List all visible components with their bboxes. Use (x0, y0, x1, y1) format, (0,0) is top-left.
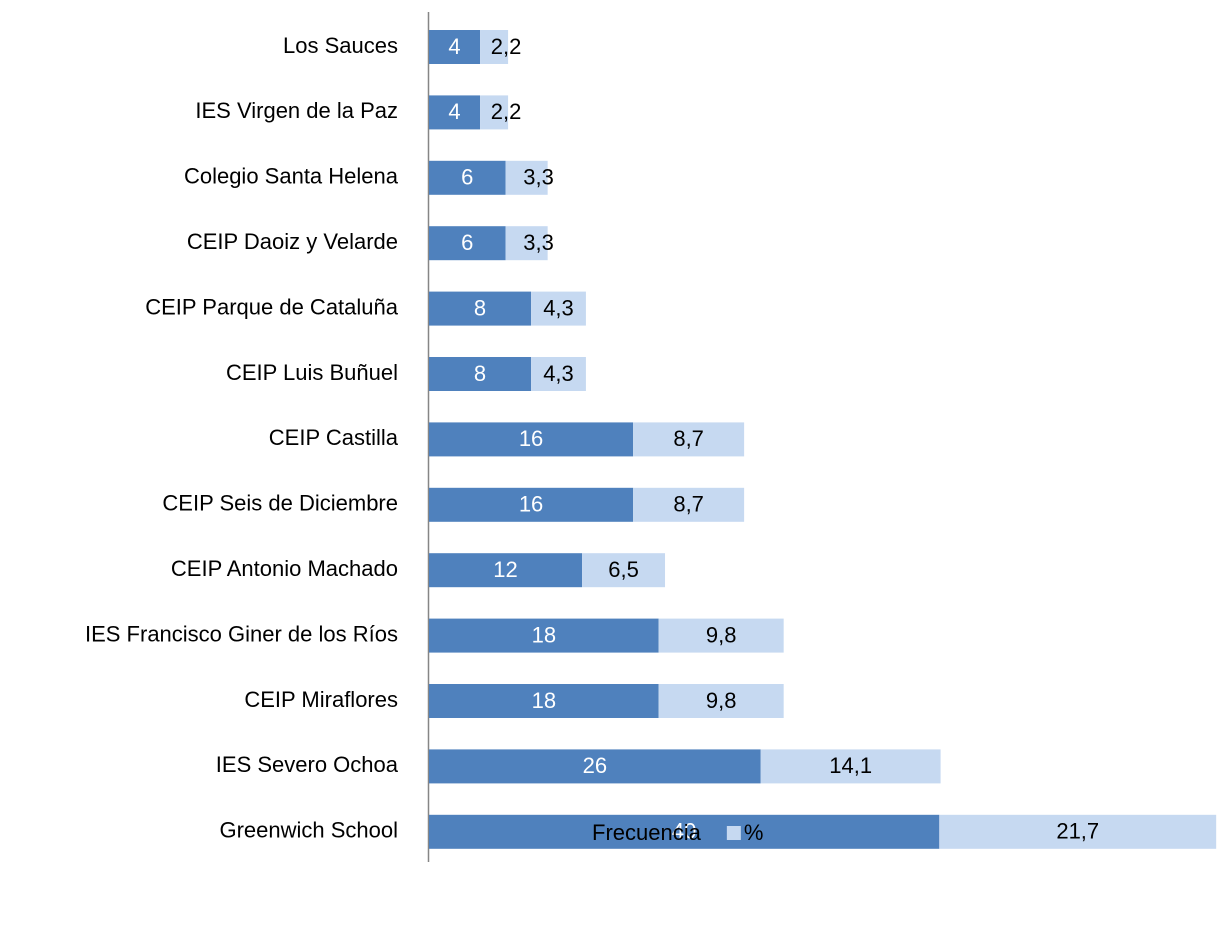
bar-segment (429, 422, 634, 457)
bar-segment (658, 684, 784, 718)
bar-segment (429, 487, 634, 522)
bar-segment (429, 95, 481, 130)
bar-segment (429, 291, 532, 326)
y-tick-label: CEIP Seis de Diciembre (162, 491, 398, 516)
data-label: 9,8 (706, 688, 737, 713)
y-tick-label: IES Virgen de la Paz (195, 98, 398, 123)
bar-segment (480, 95, 509, 130)
bar-segment (429, 684, 659, 718)
data-label: 8,7 (673, 492, 704, 517)
data-label: 3,3 (523, 165, 554, 190)
y-tick-label: IES Severo Ochoa (216, 752, 399, 777)
bar-segment (429, 618, 659, 653)
bar-segment (480, 30, 509, 64)
data-label: 16 (519, 426, 543, 451)
data-label: 14,1 (829, 753, 872, 778)
data-label: 21,7 (1056, 819, 1099, 844)
bar-segment (429, 814, 940, 849)
data-label: 18 (532, 688, 556, 713)
data-label: 4,3 (543, 295, 574, 320)
bar-segment (429, 749, 761, 784)
data-label: 18 (532, 622, 556, 647)
y-tick-label: IES Francisco Giner de los Ríos (85, 621, 398, 646)
data-label: 3,3 (523, 230, 554, 255)
bar-segment (429, 357, 532, 391)
bar-segment (531, 357, 586, 391)
legend-label: Frecuencia (592, 820, 702, 845)
y-tick-label: Greenwich School (219, 818, 398, 843)
legend-swatch (726, 826, 741, 840)
bar-segment (760, 749, 941, 784)
data-label: 4,3 (543, 361, 574, 386)
data-label: 8 (474, 361, 486, 386)
legend-swatch (575, 826, 589, 840)
data-label: 12 (493, 557, 517, 582)
y-tick-label: CEIP Daoiz y Velarde (187, 229, 398, 254)
data-label: 8 (474, 295, 486, 320)
bar-segment (633, 422, 745, 457)
bar-segment (505, 226, 548, 261)
y-tick-label: CEIP Antonio Machado (171, 556, 398, 581)
y-tick-label: Los Sauces (283, 33, 398, 58)
y-tick-label: Colegio Santa Helena (184, 164, 399, 189)
y-tick-label: CEIP Miraflores (244, 687, 398, 712)
data-label: 2,2 (491, 34, 522, 59)
bar-segment (505, 160, 548, 195)
bar-segment (429, 30, 481, 64)
bar-segment (939, 814, 1217, 849)
bar-segment (429, 553, 583, 588)
data-label: 4 (448, 99, 460, 124)
bar-segment (633, 487, 745, 522)
data-label: 8,7 (673, 426, 704, 451)
data-label: 26 (583, 753, 607, 778)
data-label: 40 (672, 819, 696, 844)
legend-label: % (744, 820, 764, 845)
bar-segment (582, 553, 666, 588)
bar-segment (531, 291, 586, 326)
y-tick-label: CEIP Castilla (269, 425, 399, 450)
data-label: 6 (461, 165, 473, 190)
bar-segment (658, 618, 784, 653)
y-tick-label: CEIP Parque de Cataluña (145, 294, 399, 319)
data-label: 4 (448, 34, 460, 59)
data-label: 6 (461, 230, 473, 255)
bar-segment (429, 160, 506, 195)
y-tick-label: CEIP Luis Buñuel (226, 360, 398, 385)
bar-segment (429, 226, 506, 261)
data-label: 2,2 (491, 99, 522, 124)
data-label: 16 (519, 492, 543, 517)
data-label: 6,5 (608, 557, 639, 582)
data-label: 9,8 (706, 622, 737, 647)
